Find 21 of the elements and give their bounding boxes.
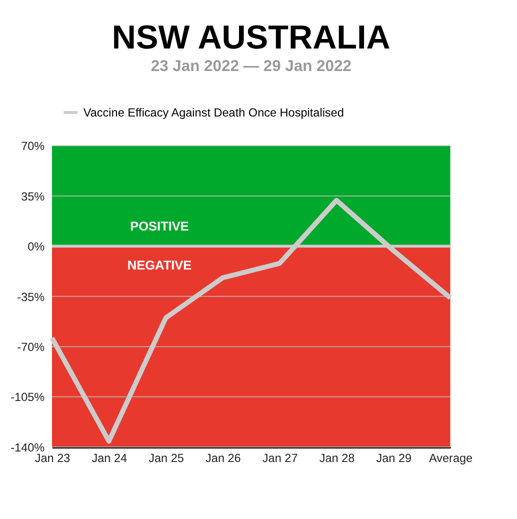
band-label: POSITIVE — [130, 218, 189, 234]
band-label: NEGATIVE — [127, 258, 192, 273]
chart-subtitle: 23 Jan 2022 — 29 Jan 2022 — [150, 58, 352, 76]
x-tick-label: Jan 24 — [92, 452, 128, 466]
x-tick-label: Jan 25 — [148, 452, 184, 466]
x-tick-label: Average — [428, 452, 474, 466]
y-tick-label: -140% — [10, 441, 46, 454]
x-tick-label: Jan 29 — [376, 452, 412, 466]
x-tick-label: Jan 28 — [319, 452, 356, 466]
x-tick-label: Jan 23 — [34, 452, 71, 466]
y-tick-label: 0% — [28, 240, 46, 254]
legend-label: Vaccine Efficacy Against Death Once Hospitalised — [83, 106, 344, 120]
y-tick-label: -35% — [17, 290, 46, 304]
y-tick-label: 35% — [21, 190, 46, 204]
line-series — [50, 198, 453, 444]
y-tick-label: -105% — [10, 391, 46, 404]
y-tick-label: 70% — [21, 140, 46, 154]
y-tick-label: -70% — [17, 341, 46, 354]
x-tick-label: Jan 27 — [262, 452, 298, 466]
x-tick-label: Jan 26 — [206, 452, 242, 466]
chart-title: NSW AUSTRALIA — [112, 20, 390, 57]
